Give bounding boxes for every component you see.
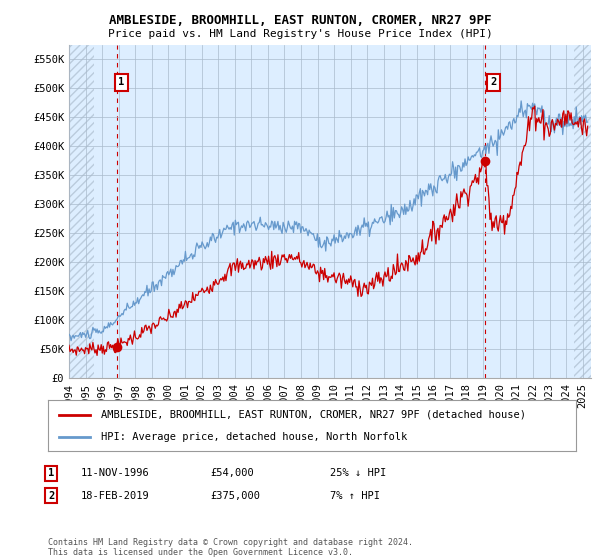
Text: £54,000: £54,000 xyxy=(210,468,254,478)
Text: 25% ↓ HPI: 25% ↓ HPI xyxy=(330,468,386,478)
Text: 11-NOV-1996: 11-NOV-1996 xyxy=(81,468,150,478)
Text: £375,000: £375,000 xyxy=(210,491,260,501)
Text: 18-FEB-2019: 18-FEB-2019 xyxy=(81,491,150,501)
Text: HPI: Average price, detached house, North Norfolk: HPI: Average price, detached house, Nort… xyxy=(101,432,407,442)
Text: AMBLESIDE, BROOMHILL, EAST RUNTON, CROMER, NR27 9PF: AMBLESIDE, BROOMHILL, EAST RUNTON, CROME… xyxy=(109,14,491,27)
Polygon shape xyxy=(69,45,94,378)
Text: 2: 2 xyxy=(48,491,54,501)
Polygon shape xyxy=(574,45,591,378)
Text: Price paid vs. HM Land Registry's House Price Index (HPI): Price paid vs. HM Land Registry's House … xyxy=(107,29,493,39)
Text: 1: 1 xyxy=(48,468,54,478)
Text: AMBLESIDE, BROOMHILL, EAST RUNTON, CROMER, NR27 9PF (detached house): AMBLESIDE, BROOMHILL, EAST RUNTON, CROME… xyxy=(101,409,526,419)
Text: 2: 2 xyxy=(490,77,497,87)
Text: 1: 1 xyxy=(118,77,125,87)
Text: Contains HM Land Registry data © Crown copyright and database right 2024.
This d: Contains HM Land Registry data © Crown c… xyxy=(48,538,413,557)
Text: 7% ↑ HPI: 7% ↑ HPI xyxy=(330,491,380,501)
